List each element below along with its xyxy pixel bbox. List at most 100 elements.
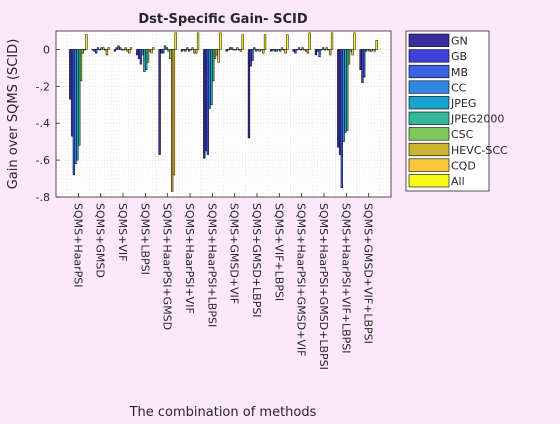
bar	[225, 49, 228, 52]
bar	[119, 47, 122, 50]
bar	[270, 49, 273, 52]
bar	[297, 47, 301, 50]
legend-swatch	[408, 64, 450, 79]
bar	[314, 49, 318, 56]
bar	[230, 47, 234, 50]
y-ticks: -.8 -.6 -.4 -.2 0	[36, 43, 60, 204]
x-tick-label: SQMS+HaarPSI+LBPSI	[205, 203, 218, 327]
legend-swatch	[408, 174, 450, 188]
bars	[69, 32, 378, 192]
bar	[327, 49, 330, 51]
bar	[306, 49, 310, 54]
bar	[275, 49, 278, 52]
bar	[351, 49, 354, 56]
x-tick-label: SQMS+HaarPSI+GMSD+VIF	[295, 203, 308, 356]
x-tick-label: SQMS+GMSD+LBPSI	[250, 203, 263, 318]
bar	[260, 49, 263, 51]
legend-swatch	[408, 33, 450, 47]
bar	[210, 49, 213, 106]
legend-label: All	[451, 175, 465, 188]
bar	[262, 49, 265, 54]
bar	[115, 47, 118, 50]
bar	[160, 49, 163, 54]
bar	[254, 49, 258, 52]
legend-label: CC	[451, 81, 467, 94]
bar	[105, 49, 109, 56]
bar	[299, 49, 302, 51]
bar	[186, 47, 189, 50]
bar	[253, 47, 256, 50]
bar	[85, 34, 88, 50]
bar	[320, 49, 323, 51]
bar	[296, 49, 299, 51]
bar	[79, 49, 83, 82]
x-axis-label: The combination of methods	[129, 405, 317, 420]
bar	[182, 49, 185, 51]
bar	[342, 49, 345, 142]
bar	[301, 47, 304, 50]
x-tick-label: SQMS+HaarPSI+VIF+LBPSI	[339, 203, 352, 354]
bar	[100, 47, 103, 50]
bar	[329, 49, 332, 56]
bar	[346, 49, 349, 131]
legend-label: CQD	[451, 159, 476, 172]
y-tick-label: -.6	[36, 154, 50, 167]
bar	[152, 47, 155, 50]
bar	[213, 49, 217, 59]
legend-label: JPEG	[450, 97, 476, 110]
bar	[215, 49, 218, 56]
bar	[247, 49, 251, 139]
bar	[136, 49, 139, 56]
bar	[137, 49, 141, 59]
bar	[232, 49, 235, 51]
bar	[102, 47, 105, 50]
bar	[180, 49, 184, 52]
bar	[150, 49, 153, 54]
x-tick-label: SQMS+GMSD+VIF+LBPSI	[362, 203, 375, 344]
bar	[128, 49, 131, 54]
bar	[98, 49, 101, 51]
bar	[271, 49, 275, 51]
bar	[368, 49, 371, 52]
bar	[256, 49, 260, 51]
x-tick-label: SQMS+HaarPSI+GMSD	[161, 203, 174, 330]
bar	[236, 47, 239, 50]
bar	[208, 49, 211, 109]
bar	[76, 49, 79, 161]
x-tick-label: SQMS+HaarPSI+GMSD+LBPSI	[317, 203, 330, 370]
bar	[191, 47, 194, 50]
x-tick-label: SQMS+HaarPSI+VIF	[183, 203, 196, 314]
legend-label: CSC	[451, 128, 474, 141]
x-tick-label: SQMS+LBPSI	[138, 203, 151, 275]
x-tick-label: SQMS+VIF+LBPSI	[272, 203, 285, 301]
bar	[375, 39, 378, 50]
bar	[145, 49, 148, 70]
bar	[162, 49, 165, 54]
bar	[279, 49, 282, 52]
bar	[263, 34, 267, 50]
bar	[340, 49, 344, 189]
bar	[95, 49, 98, 54]
bar	[143, 49, 146, 72]
x-ticks: SQMS+HaarPSI SQMS+GMSD SQMS+VIF SQMS+LBPSI S…	[71, 193, 375, 370]
bar	[304, 49, 308, 52]
bar	[323, 49, 327, 51]
bar	[117, 45, 120, 50]
bar	[167, 49, 170, 52]
bar	[241, 34, 244, 50]
bar	[129, 47, 133, 50]
bar	[170, 49, 174, 192]
legend-label: MB	[451, 66, 468, 79]
bar	[353, 32, 356, 50]
bar	[366, 49, 369, 51]
bar	[203, 49, 206, 159]
bar	[239, 49, 243, 52]
bar	[189, 49, 193, 51]
bar	[193, 49, 196, 54]
bar	[141, 49, 144, 56]
bar	[364, 49, 368, 52]
y-tick-label: -.4	[36, 117, 50, 130]
bar	[91, 49, 94, 51]
bar	[195, 49, 198, 54]
bar	[204, 49, 208, 152]
